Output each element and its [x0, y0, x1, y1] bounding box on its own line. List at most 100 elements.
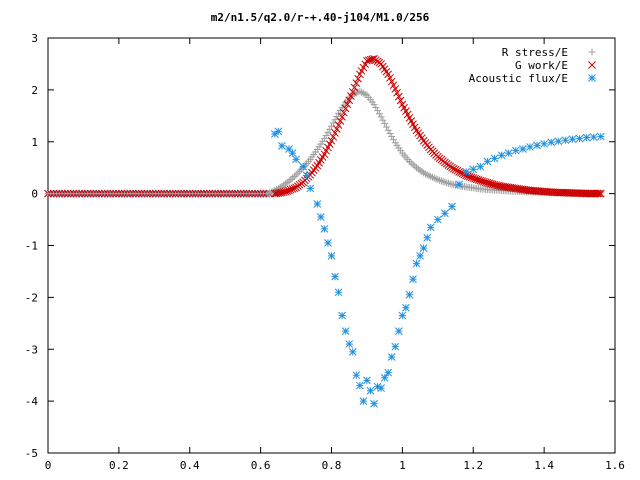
acoustic-flux-e-point — [504, 149, 513, 158]
acoustic-flux-e-point — [402, 303, 410, 312]
r-stress-e-point — [297, 166, 305, 174]
acoustic-flux-e-point — [324, 239, 332, 247]
r-stress-e-point — [421, 170, 429, 178]
acoustic-flux-e-point — [469, 165, 478, 174]
acoustic-flux-e-point — [370, 399, 378, 408]
r-stress-e-point — [276, 183, 284, 191]
r-stress-e-point — [265, 189, 273, 197]
r-stress-e-point — [322, 132, 330, 140]
acoustic-flux-e-point — [398, 311, 407, 320]
legend-label: R stress/E — [502, 46, 568, 59]
acoustic-flux-e-point — [540, 139, 548, 148]
r-stress-e-point — [382, 123, 390, 131]
acoustic-flux-e-point — [554, 137, 563, 146]
y-tick-label: -4 — [25, 395, 39, 408]
acoustic-flux-e-point — [366, 386, 375, 395]
x-tick-label: 1.2 — [463, 459, 483, 472]
r-stress-e-point — [320, 135, 328, 143]
g-work-e-point — [449, 164, 458, 173]
r-stress-e-point — [411, 162, 419, 170]
acoustic-flux-e-point — [355, 381, 364, 390]
legend-marker — [588, 74, 596, 82]
g-work-e-point — [386, 74, 394, 82]
legend-marker — [588, 48, 596, 56]
acoustic-flux-e-point — [341, 327, 350, 335]
acoustic-flux-e-point — [448, 202, 456, 211]
r-stress-e-point — [372, 104, 380, 112]
r-stress-e-point — [359, 89, 367, 97]
r-stress-e-point — [390, 136, 398, 144]
acoustic-flux-e-point — [409, 275, 417, 284]
legend-marker — [588, 61, 596, 69]
acoustic-flux-e-point — [348, 347, 357, 356]
acoustic-flux-e-point — [274, 127, 283, 136]
acoustic-flux-e-point — [299, 162, 308, 171]
r-stress-e-point — [379, 116, 387, 124]
r-stress-e-point — [384, 126, 392, 134]
r-stress-e-point — [439, 178, 447, 186]
y-tick-label: 1 — [31, 136, 38, 149]
r-stress-e-point — [377, 113, 385, 121]
g-work-e-point — [350, 83, 359, 92]
acoustic-flux-e-point — [589, 133, 598, 141]
r-stress-e-point — [386, 129, 394, 137]
acoustic-flux-e-point — [320, 225, 329, 233]
acoustic-flux-e-point — [394, 327, 403, 335]
acoustic-flux-e-point — [568, 135, 577, 144]
g-work-e-point — [334, 121, 343, 130]
acoustic-flux-e-point — [278, 142, 286, 150]
y-tick-label: 2 — [31, 84, 38, 97]
r-stress-e-point — [423, 171, 431, 179]
r-stress-e-point — [443, 179, 451, 187]
acoustic-flux-e-point — [575, 134, 584, 143]
r-stress-e-point — [436, 176, 444, 184]
r-stress-e-point — [437, 177, 445, 185]
r-stress-e-point — [329, 119, 337, 127]
r-stress-e-point — [280, 181, 288, 189]
y-tick-label: 3 — [31, 32, 38, 45]
acoustic-flux-e-point — [327, 252, 336, 260]
acoustic-flux-e-point — [313, 200, 322, 208]
g-work-e-point — [448, 163, 456, 172]
x-tick-label: 0.6 — [251, 459, 271, 472]
r-stress-e-point — [264, 190, 272, 198]
acoustic-flux-e-point — [483, 157, 492, 166]
acoustic-flux-e-point — [359, 397, 368, 405]
acoustic-flux-e-point — [334, 288, 343, 297]
acoustic-flux-e-point — [405, 290, 414, 299]
acoustic-flux-e-point — [363, 376, 371, 385]
g-work-e-point — [348, 88, 357, 96]
r-stress-e-point — [285, 177, 293, 185]
g-work-e-point — [336, 117, 345, 125]
r-stress-e-point — [441, 178, 449, 186]
g-work-e-point — [595, 189, 603, 198]
g-work-e-point — [345, 96, 354, 105]
acoustic-flux-e-point — [352, 371, 361, 380]
r-stress-e-point — [290, 173, 298, 181]
r-stress-e-point — [294, 169, 302, 177]
acoustic-flux-e-point — [511, 146, 520, 155]
r-stress-e-point — [292, 171, 300, 179]
series-2 — [270, 127, 605, 408]
g-work-e-point — [596, 189, 605, 198]
g-work-e-point — [396, 96, 405, 105]
g-work-e-point — [338, 112, 346, 121]
r-stress-e-point — [287, 176, 295, 184]
g-work-e-point — [340, 108, 348, 117]
g-work-e-point — [347, 92, 355, 100]
r-stress-e-point — [446, 180, 454, 188]
r-stress-e-point — [418, 168, 426, 176]
acoustic-flux-e-point — [302, 171, 311, 180]
y-tick-label: -5 — [25, 447, 38, 460]
acoustic-flux-e-point — [380, 373, 389, 382]
r-stress-e-point — [413, 164, 421, 172]
x-tick-label: 1 — [399, 459, 406, 472]
g-work-e-point — [393, 88, 401, 97]
acoustic-flux-e-point — [384, 368, 393, 377]
acoustic-flux-e-point — [526, 143, 534, 151]
acoustic-flux-e-point — [497, 151, 506, 160]
r-stress-e-point — [283, 178, 291, 186]
g-work-e-point — [387, 77, 396, 86]
g-work-e-point — [331, 129, 339, 137]
